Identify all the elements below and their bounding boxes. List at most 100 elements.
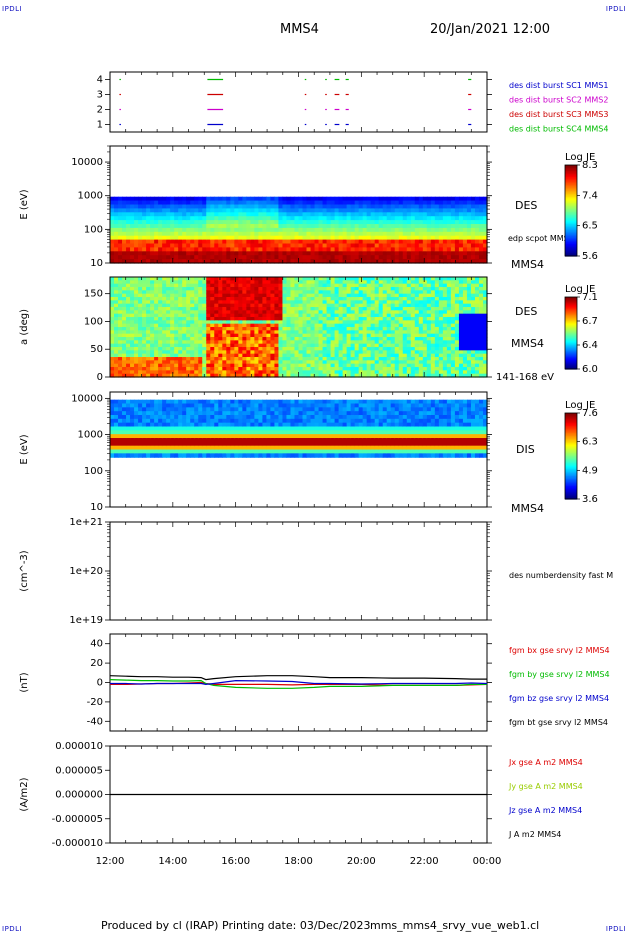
des_pitch-cell [338, 333, 344, 338]
des_pitch-cell [298, 320, 304, 325]
des_pitch-cell [378, 327, 384, 331]
des_energy-cell [286, 212, 292, 217]
des_pitch-cell [218, 360, 223, 365]
des_pitch-cell [446, 303, 452, 308]
des_pitch-cell [330, 277, 336, 281]
des_pitch-cell [282, 317, 288, 321]
des_pitch-cell [482, 310, 488, 315]
des_pitch-cell [318, 287, 324, 291]
des_pitch-cell [322, 367, 328, 371]
des_energy-cell [294, 224, 300, 229]
des_energy-cell [326, 224, 332, 229]
des_energy-cell [234, 204, 239, 209]
des_pitch-cell [354, 330, 360, 335]
des_pitch-cell [354, 363, 360, 368]
des_energy-cell [354, 235, 360, 241]
des_energy-cell [450, 224, 456, 229]
des_pitch-cell [230, 347, 235, 351]
dis_energy-cell [250, 418, 255, 424]
des_energy-cell [158, 243, 163, 248]
dis_energy-cell [186, 422, 191, 428]
des_pitch-cell [462, 320, 468, 325]
des_pitch-cell [150, 317, 155, 321]
des_pitch-cell [318, 320, 324, 325]
des_pitch-cell [478, 327, 484, 331]
des_pitch-cell [482, 367, 488, 371]
des_pitch-cell [114, 293, 119, 298]
des_pitch-cell [150, 337, 155, 341]
des_energy-cell [182, 259, 187, 264]
des_pitch-cell [470, 317, 476, 321]
des_pitch-cell [266, 370, 272, 375]
des_pitch-cell [298, 370, 304, 375]
des_energy-cell [194, 196, 199, 202]
des_pitch-cell [218, 290, 223, 295]
des_pitch-cell [186, 347, 191, 351]
dis_energy-cell [198, 415, 203, 420]
des_pitch-cell [142, 290, 147, 295]
des_pitch-cell [358, 293, 364, 298]
des_energy-cell [450, 196, 456, 202]
des_energy-cell [354, 204, 360, 209]
des_pitch-cell [198, 350, 203, 355]
des_pitch-cell [146, 323, 151, 328]
dis_energy-cell [150, 426, 155, 431]
des_pitch-cell [302, 367, 308, 371]
des_energy-cell [366, 224, 372, 229]
des_pitch-cell [382, 370, 388, 375]
des_pitch-cell [474, 327, 480, 331]
des_pitch-cell [194, 317, 199, 321]
des_pitch-cell [430, 307, 436, 311]
des_energy-cell [166, 204, 171, 209]
des_pitch-cell [138, 333, 143, 338]
des_energy-cell [338, 196, 344, 202]
dis_energy-cell [226, 430, 231, 435]
des_energy-cell [402, 231, 408, 237]
des_pitch-cell [190, 330, 195, 335]
des_energy-cell [162, 200, 167, 206]
des_pitch-cell [242, 353, 247, 358]
dis_energy-cell [186, 445, 191, 451]
des_energy-cell [378, 212, 384, 217]
des_energy-cell [230, 247, 235, 252]
des_pitch-cell [170, 297, 175, 301]
dis_energy-cell [158, 422, 163, 428]
des_pitch-cell [190, 347, 195, 351]
des_pitch-cell [462, 323, 468, 328]
des_energy-cell [310, 259, 316, 264]
dis_energy-cell [146, 453, 151, 458]
des_energy-cell [210, 247, 215, 252]
des_pitch-cell [438, 317, 444, 321]
des_pitch-cell [410, 300, 416, 305]
des_energy-cell [334, 259, 340, 264]
des_pitch-cell [210, 287, 215, 291]
des_energy-cell [402, 247, 408, 252]
des_pitch-cell [458, 347, 464, 351]
des_pitch-cell [370, 350, 376, 355]
des_pitch-cell [422, 353, 428, 358]
dis_energy-cell [246, 415, 251, 420]
des_pitch-cell [254, 320, 259, 325]
des_energy-cell [278, 251, 284, 256]
des_pitch-cell [394, 357, 400, 361]
dis_energy-cell [214, 430, 219, 435]
des_pitch-cell [406, 347, 412, 351]
des_pitch-cell [134, 283, 139, 288]
des_pitch-cell [470, 350, 476, 355]
des_pitch-cell [170, 370, 175, 375]
des_pitch-cell [298, 323, 304, 328]
des_pitch-cell [178, 277, 183, 281]
des_pitch-cell [274, 310, 280, 315]
des_energy-cell [458, 224, 464, 229]
dis_energy-cell [186, 434, 191, 439]
des_pitch-cell [414, 320, 420, 325]
des_pitch-cell [358, 330, 364, 335]
des_pitch-cell [366, 317, 372, 321]
des_energy-cell [446, 196, 452, 202]
dis_energy-cell [126, 449, 131, 454]
des_pitch-cell [214, 367, 219, 371]
des_pitch-cell [422, 307, 428, 311]
des_pitch-cell [182, 317, 187, 321]
des_pitch-cell [374, 370, 380, 375]
des_energy-cell [414, 235, 420, 241]
